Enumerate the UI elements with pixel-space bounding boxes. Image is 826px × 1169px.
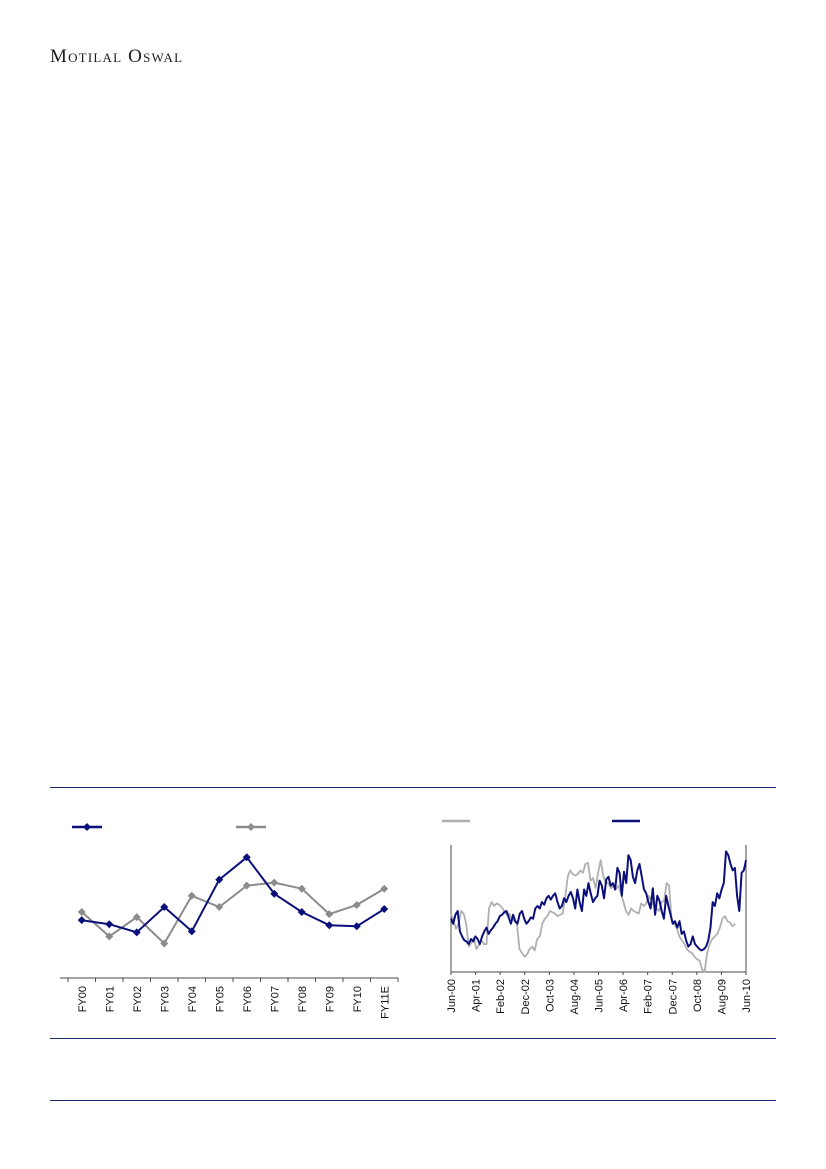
data-point — [380, 884, 389, 893]
series-line — [81, 856, 385, 934]
data-point — [270, 878, 279, 887]
monthly-line-chart: Jun-00 Apr-01 Feb-02 Dec-02 Oct-03 Aug-04 Jun-… — [442, 819, 753, 1014]
section-rule-bottom — [50, 1100, 776, 1101]
data-point — [105, 932, 114, 941]
data-point — [160, 902, 169, 911]
x-tick-label: Feb-02 — [495, 979, 507, 1014]
x-tick-label: Feb-07 — [643, 979, 655, 1014]
data-point — [242, 881, 251, 890]
x-tick-label: Oct-03 — [544, 979, 556, 1012]
x-tick-label: Aug-04 — [569, 979, 581, 1014]
data-point — [160, 939, 169, 948]
data-point — [77, 916, 86, 925]
x-tick-label: FY09 — [324, 986, 336, 1012]
x-tick-label: Dec-07 — [667, 979, 679, 1014]
data-point — [215, 875, 224, 884]
legend-swatch-marker — [83, 823, 91, 831]
data-point — [132, 928, 141, 937]
company-logo: Motilal Oswal — [50, 46, 184, 67]
x-tick-label: Apr-01 — [471, 979, 483, 1012]
x-tick-label: Apr-06 — [618, 979, 630, 1012]
fiscal-year-line-chart: FY00 FY01 FY02 FY03 FY04 FY05 FY06 FY07 FY08 FY09… — [60, 823, 399, 1019]
x-tick-label: FY02 — [132, 986, 144, 1012]
section-rule-top — [50, 787, 776, 788]
x-tick-label: FY01 — [104, 986, 116, 1012]
data-point — [270, 889, 279, 898]
data-point — [325, 910, 334, 919]
x-tick-label: Jun-00 — [446, 979, 458, 1013]
x-tick-label: FY05 — [214, 986, 226, 1012]
data-point — [352, 900, 361, 909]
x-tick-label: FY11E — [379, 986, 391, 1019]
data-point — [297, 884, 306, 893]
section-rule-middle — [50, 1038, 776, 1039]
x-tick-label: FY10 — [352, 986, 364, 1012]
x-tick-label: Aug-09 — [716, 979, 728, 1014]
x-tick-label: Dec-02 — [520, 979, 532, 1014]
data-point — [132, 913, 141, 922]
x-tick-label: Jun-10 — [741, 979, 753, 1013]
data-point — [242, 853, 251, 862]
x-tick-label: FY06 — [242, 986, 254, 1012]
data-point — [215, 902, 224, 911]
x-tick-label: Oct-08 — [692, 979, 704, 1012]
data-point — [77, 908, 86, 917]
x-tick-label: FY07 — [269, 986, 281, 1012]
data-point — [105, 920, 114, 929]
data-point — [187, 891, 196, 900]
x-tick-label: Jun-05 — [594, 979, 606, 1013]
x-tick-label: FY00 — [77, 986, 89, 1012]
x-tick-label: FY03 — [159, 986, 171, 1012]
data-point — [187, 927, 196, 936]
data-point — [325, 921, 334, 930]
data-point — [352, 922, 361, 931]
data-point — [297, 908, 306, 917]
legend-swatch-marker — [247, 823, 255, 831]
series-line — [450, 850, 747, 952]
x-tick-label: FY08 — [297, 986, 309, 1012]
x-tick-label: FY04 — [187, 986, 199, 1012]
series-line — [81, 881, 385, 945]
series-line — [450, 859, 736, 973]
data-point — [380, 905, 389, 913]
